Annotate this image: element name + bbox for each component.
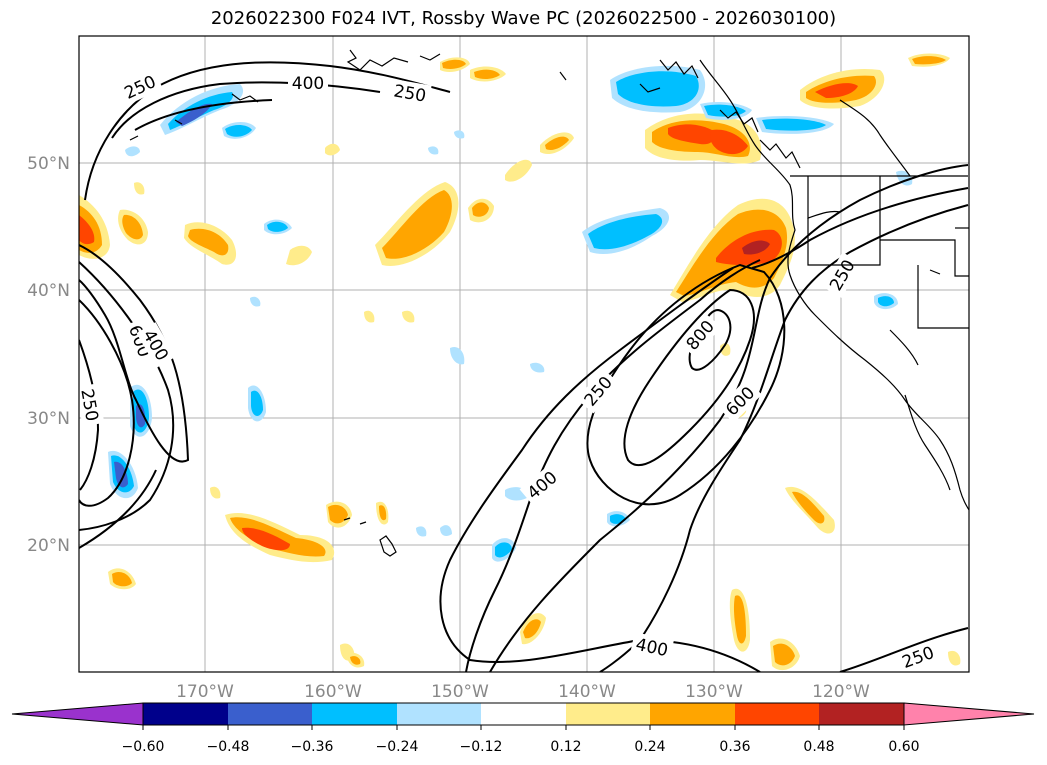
colorbar-extend-low (11, 702, 144, 726)
contour-label: 400 (292, 74, 324, 94)
colorbar-tick-label: −0.36 (291, 739, 334, 755)
colorbar-tick-label: −0.12 (460, 739, 503, 755)
longitude-labels: 170°W 160°W 150°W 140°W 130°W 120°W (176, 682, 870, 702)
contour-label: 250 (76, 387, 101, 422)
colorbar-tick-label: 0.24 (634, 739, 665, 755)
lat-label: 40°N (27, 281, 70, 301)
colorbar-tick-label: 0.36 (719, 739, 750, 755)
contour-labels: 250 400 250 600 400 250 400 250 800 600 … (76, 68, 941, 672)
map-title: 2026022300 F024 IVT, Rossby Wave PC (202… (210, 8, 837, 29)
colorbar-tick-label: −0.60 (122, 739, 165, 755)
ivt-contours (79, 61, 969, 672)
colorbar-tick-label: 0.12 (550, 739, 581, 755)
colorbar-tick-label: 0.60 (888, 739, 919, 755)
colorbar-bin (566, 703, 650, 725)
lat-label: 20°N (27, 536, 70, 556)
map-frame (78, 35, 970, 673)
latitude-labels: 50°N 40°N 30°N 20°N (27, 154, 70, 556)
colorbar-bin (735, 703, 819, 725)
lat-label: 30°N (27, 409, 70, 429)
colorbar-bin (481, 703, 566, 725)
colorbar-extend-high (903, 702, 1035, 726)
lon-label: 170°W (176, 682, 234, 702)
colorbar-bin (312, 703, 397, 725)
colorbar: −0.60 −0.48 −0.36 −0.24 −0.12 0.12 0.24 … (11, 702, 1035, 755)
colorbar-bin (650, 703, 735, 725)
lon-label: 160°W (304, 682, 362, 702)
lon-label: 150°W (431, 682, 489, 702)
colorbar-tick-label: −0.48 (207, 739, 250, 755)
lon-label: 140°W (558, 682, 616, 702)
lon-label: 120°W (812, 682, 870, 702)
lon-label: 130°W (685, 682, 743, 702)
colorbar-frame (142, 702, 905, 726)
negative-anomaly-fields (108, 65, 913, 562)
coastlines (129, 49, 969, 557)
colorbar-bin (819, 703, 904, 725)
lat-label: 50°N (27, 154, 70, 174)
colorbar-bin (228, 703, 312, 725)
colorbar-tick-label: 0.48 (803, 739, 834, 755)
positive-anomaly-fields (79, 53, 961, 671)
colorbar-bin (397, 703, 481, 725)
colorbar-tick-label: −0.24 (376, 739, 419, 755)
map-panel (79, 36, 969, 672)
colorbar-bin (143, 703, 228, 725)
